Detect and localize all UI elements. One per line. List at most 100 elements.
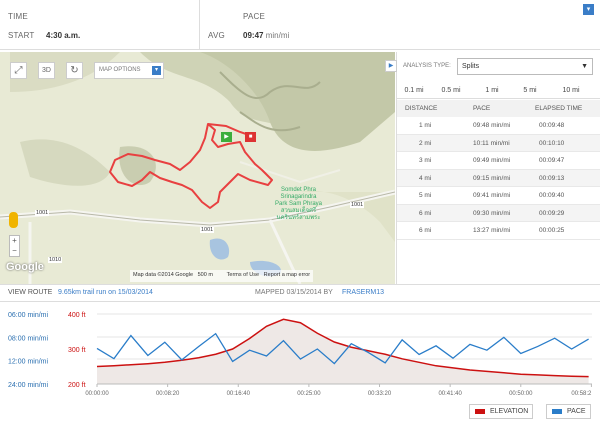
elapsed-cell: 00:09:40 <box>539 192 565 199</box>
table-row: 2 mi 10:11 min/mi 00:10:10 <box>397 134 600 152</box>
elapsed-cell: 00:09:13 <box>539 174 565 182</box>
x-tick-label: 00:58:2 <box>571 391 592 397</box>
pace-tick-label: 24:00 min/mi <box>8 382 49 389</box>
time-section: TIME START 4:30 a.m. <box>0 0 200 50</box>
terms-link[interactable]: Terms of Use <box>226 272 260 278</box>
analysis-type-select[interactable]: Splits ▼ <box>457 58 593 75</box>
route-link[interactable]: 9.65km trail run on 15/03/2014 <box>58 289 153 296</box>
map-canvas <box>0 52 395 284</box>
x-tick-label: 00:00:00 <box>85 391 109 397</box>
summary-header: TIME START 4:30 a.m. PACE AVG 09:47 min/… <box>0 0 600 50</box>
elapsed-header: ELAPSED TIME <box>535 105 583 112</box>
road-label: 1001 <box>350 202 365 208</box>
x-tick-label: 00:41:40 <box>438 391 462 397</box>
route-info-bar: VIEW ROUTE 9.65km trail run on 15/03/201… <box>0 284 600 302</box>
table-row: 4 mi 09:15 min/mi 00:09:13 <box>397 169 600 187</box>
time-label: TIME <box>8 12 28 21</box>
table-row: 1 mi 09:48 min/mi 00:09:48 <box>397 117 600 135</box>
table-row: 6 mi 13:27 min/mi 00:00:25 <box>397 222 600 240</box>
fullscreen-icon[interactable]: ⤢ <box>10 62 27 79</box>
x-tick-label: 00:50:00 <box>509 391 533 397</box>
avg-label: AVG <box>208 31 225 40</box>
chevron-down-icon: ▼ <box>581 63 588 70</box>
park-label: Somdet Phra Srinagarindra Park Sam Phraya ส… <box>275 187 323 221</box>
pace-cell: 10:11 min/mi <box>473 139 510 147</box>
chart-svg: 06:00 min/mi 08:00 min/mi 12:00 min/mi 24:0… <box>8 312 592 397</box>
elapsed-cell: 00:09:48 <box>539 122 565 129</box>
elevation-area <box>97 319 589 384</box>
pace-cell: 09:49 min/mi <box>473 157 511 164</box>
elevation-line <box>96 318 589 378</box>
distance-cell: 5 mi <box>419 192 432 199</box>
finish-marker-icon[interactable]: ■ <box>245 132 256 142</box>
tab-10-mi[interactable]: 10 mi <box>562 87 580 94</box>
pace-header: PACE <box>473 105 491 112</box>
zoom-in-icon[interactable]: + <box>12 236 17 245</box>
pace-cell: 09:41 min/mi <box>473 192 511 199</box>
start-value: 4:30 a.m. <box>46 31 81 40</box>
table-row: 3 mi 09:49 min/mi 00:09:47 <box>397 152 600 170</box>
pace-tick-label: 12:00 min/mi <box>8 359 49 366</box>
pace-cell: 09:15 min/mi <box>473 174 511 182</box>
tab-0-1-mi[interactable]: 0.1 mi <box>404 87 424 94</box>
elevation-tick-label: 400 ft <box>68 312 86 319</box>
table-row: 6 mi 09:30 min/mi 00:09:29 <box>397 204 600 222</box>
distance-cell: 2 mi <box>419 139 432 147</box>
pace-cell: 13:27 min/mi <box>473 227 511 234</box>
distance-cell: 6 mi <box>419 227 432 234</box>
pace-swatch <box>552 409 562 414</box>
elevation-tick-label: 200 ft <box>68 382 86 389</box>
distance-cell: 4 mi <box>419 174 432 182</box>
3d-view-icon[interactable]: 3D <box>38 62 55 79</box>
pace-cell: 09:30 min/mi <box>473 209 511 217</box>
zoom-out-icon[interactable]: − <box>12 246 17 255</box>
elapsed-cell: 00:10:10 <box>539 139 565 147</box>
street-view-icon[interactable] <box>9 212 18 228</box>
google-logo: Google <box>6 261 44 273</box>
avg-pace-value: 09:47 min/mi <box>243 31 290 40</box>
splits-table-header: DISTANCE PACE ELAPSED TIME <box>397 100 600 117</box>
route-map[interactable]: ⤢ 3D ↻ MAP OPTIONS ▾ ▶ ■ Somdet Phra Srina… <box>0 52 395 284</box>
elevation-pace-chart: 06:00 min/mi 08:00 min/mi 12:00 min/mi 24:0… <box>0 302 600 402</box>
road-label: 1001 <box>200 227 215 233</box>
pace-legend-button[interactable]: PACE <box>546 404 591 419</box>
elevation-tick-label: 300 ft <box>68 347 86 354</box>
x-tick-label: 00:08:20 <box>156 391 180 397</box>
table-row: 5 mi 09:41 min/mi 00:09:40 <box>397 187 600 205</box>
report-link[interactable]: Report a map error <box>263 272 311 278</box>
user-link[interactable]: FRASERM13 <box>342 289 385 296</box>
pace-section: PACE AVG 09:47 min/mi <box>200 0 600 50</box>
pace-line <box>96 332 589 365</box>
tab-1-mi[interactable]: 1 mi <box>485 87 499 94</box>
distance-header: DISTANCE <box>405 105 438 112</box>
x-tick-label: 00:25:00 <box>297 391 321 397</box>
start-marker-icon[interactable]: ▶ <box>221 132 232 142</box>
zoom-control[interactable]: + − <box>9 235 20 257</box>
analysis-panel: ▶ ANALYSIS TYPE: Splits ▼ 0.1 mi 0.5 mi 1… <box>385 52 600 284</box>
elevation-legend-button[interactable]: ELEVATION <box>469 404 534 419</box>
distance-cell: 1 mi <box>419 122 432 129</box>
elapsed-cell: 00:09:29 <box>539 209 565 217</box>
collapse-icon[interactable]: ▾ <box>583 4 594 15</box>
elapsed-cell: 00:09:47 <box>539 157 565 164</box>
analysis-type-label: ANALYSIS TYPE: <box>403 63 451 69</box>
elapsed-cell: 00:00:25 <box>539 227 565 234</box>
panel-toggle-icon[interactable]: ▶ <box>385 60 397 72</box>
distance-cell: 6 mi <box>419 209 432 217</box>
pace-cell: 09:48 min/mi <box>473 122 511 129</box>
road-label: 1010 <box>48 257 63 263</box>
tab-5-mi[interactable]: 5 mi <box>523 87 537 94</box>
pace-tick-label: 06:00 min/mi <box>8 312 49 319</box>
mapped-label: MAPPED 03/15/2014 BY <box>255 289 333 296</box>
rotate-icon[interactable]: ↻ <box>66 62 83 79</box>
map-options-dropdown[interactable]: MAP OPTIONS ▾ <box>94 62 164 79</box>
pace-tick-label: 08:00 min/mi <box>8 335 49 342</box>
interval-tabs: 0.1 mi 0.5 mi 1 mi 5 mi 10 mi <box>397 82 600 99</box>
tab-0-5-mi[interactable]: 0.5 mi <box>441 87 461 94</box>
elevation-swatch <box>475 409 485 414</box>
chevron-down-icon: ▾ <box>152 66 161 75</box>
road-label: 1001 <box>35 210 50 216</box>
distance-cell: 3 mi <box>419 157 432 164</box>
x-tick-label: 00:33:20 <box>368 391 392 397</box>
start-label: START <box>8 31 35 40</box>
